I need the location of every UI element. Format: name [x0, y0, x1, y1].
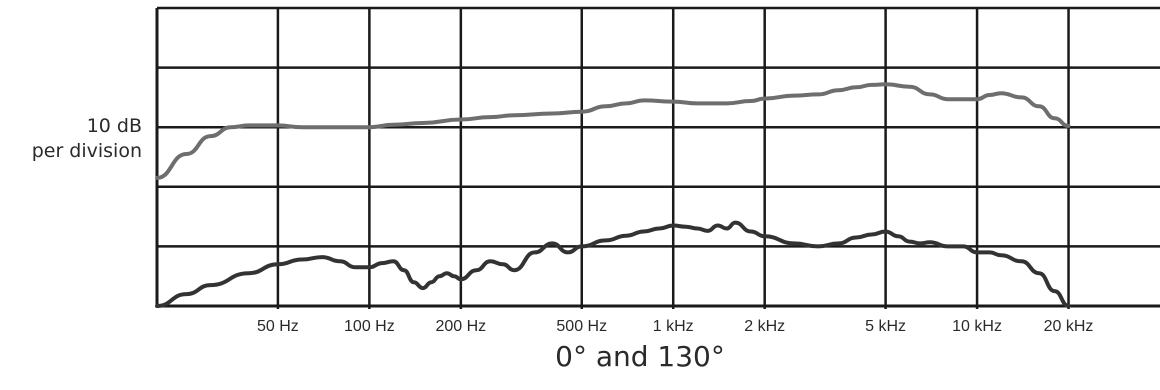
x-tick-label: 50 Hz [257, 318, 299, 335]
x-tick-label: 20 kHz [1044, 318, 1094, 335]
x-tick-label: 5 kHz [865, 318, 906, 335]
y-axis-label-line-1: 10 dB [86, 115, 142, 137]
x-tick-label: 1 kHz [653, 318, 694, 335]
x-tick-label: 200 Hz [435, 318, 486, 335]
x-tick-label: 500 Hz [556, 318, 607, 335]
x-tick-label: 100 Hz [344, 318, 395, 335]
x-tick-label: 2 kHz [744, 318, 785, 335]
x-tick-label: 10 kHz [952, 318, 1002, 335]
response-curve-upper [155, 82, 1071, 180]
chart-title: 0° and 130° [555, 340, 725, 373]
y-axis-label-line-2: per division [31, 140, 142, 162]
response-curve-lower [155, 220, 1071, 308]
y-axis-label: 10 dB per division [0, 114, 142, 164]
